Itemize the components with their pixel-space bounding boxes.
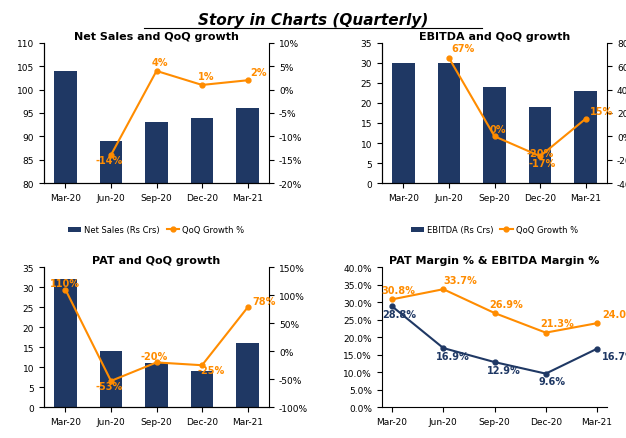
Bar: [145, 123, 168, 438]
Text: 2%: 2%: [250, 67, 266, 78]
Title: EBITDA and QoQ growth: EBITDA and QoQ growth: [419, 32, 570, 42]
Bar: [145, 364, 168, 407]
Text: 78%: 78%: [252, 297, 275, 307]
Title: Net Sales and QoQ growth: Net Sales and QoQ growth: [74, 32, 239, 42]
Text: 15%: 15%: [590, 107, 613, 117]
Bar: [191, 371, 213, 407]
Text: 16.7%: 16.7%: [602, 351, 626, 361]
PAT margin %: [491, 360, 498, 365]
EBITDA margin %: [491, 311, 498, 316]
Bar: [438, 64, 460, 184]
Bar: [100, 141, 122, 438]
Bar: [574, 92, 597, 184]
Text: -14%: -14%: [95, 156, 122, 166]
Text: 26.9%: 26.9%: [490, 299, 523, 309]
Bar: [100, 351, 122, 407]
Title: PAT Margin % & EBITDA Margin %: PAT Margin % & EBITDA Margin %: [389, 255, 600, 265]
Bar: [236, 343, 259, 407]
Text: 0%: 0%: [490, 124, 506, 134]
Legend: EBITDA (Rs Crs), QoQ Growth %: EBITDA (Rs Crs), QoQ Growth %: [408, 223, 582, 238]
Text: 33.7%: 33.7%: [443, 275, 477, 285]
Text: 67%: 67%: [451, 44, 475, 54]
Text: -17%: -17%: [529, 158, 556, 168]
Title: PAT and QoQ growth: PAT and QoQ growth: [93, 255, 220, 265]
Bar: [54, 279, 77, 407]
Text: -20%: -20%: [526, 149, 553, 159]
Text: 110%: 110%: [49, 278, 80, 288]
EBITDA margin %: [593, 321, 601, 326]
EBITDA margin %: [542, 330, 550, 336]
Text: -25%: -25%: [197, 365, 225, 375]
PAT margin %: [388, 304, 396, 309]
Text: 30.8%: 30.8%: [382, 286, 416, 295]
Bar: [392, 64, 415, 184]
PAT margin %: [542, 371, 550, 376]
Text: 16.9%: 16.9%: [436, 351, 470, 361]
Text: 12.9%: 12.9%: [487, 365, 521, 375]
PAT margin %: [439, 346, 447, 351]
PAT margin %: [593, 346, 601, 352]
EBITDA margin %: [439, 287, 447, 292]
Text: 24.0%: 24.0%: [602, 309, 626, 319]
Text: 1%: 1%: [197, 72, 214, 82]
Bar: [529, 108, 552, 184]
Legend: Net Sales (Rs Crs), QoQ Growth %: Net Sales (Rs Crs), QoQ Growth %: [65, 223, 248, 238]
EBITDA margin %: [388, 297, 396, 302]
Bar: [54, 72, 77, 438]
Text: 9.6%: 9.6%: [538, 376, 565, 386]
Text: -53%: -53%: [95, 381, 122, 391]
Line: PAT margin %: PAT margin %: [389, 304, 600, 376]
Text: -20%: -20%: [141, 351, 168, 361]
Bar: [191, 118, 213, 438]
Text: Story in Charts (Quarterly): Story in Charts (Quarterly): [198, 13, 428, 28]
Bar: [236, 109, 259, 438]
Text: 4%: 4%: [152, 58, 168, 68]
Bar: [483, 88, 506, 184]
Line: EBITDA margin %: EBITDA margin %: [389, 287, 600, 336]
Text: 21.3%: 21.3%: [541, 318, 575, 328]
Text: 28.8%: 28.8%: [382, 309, 416, 319]
